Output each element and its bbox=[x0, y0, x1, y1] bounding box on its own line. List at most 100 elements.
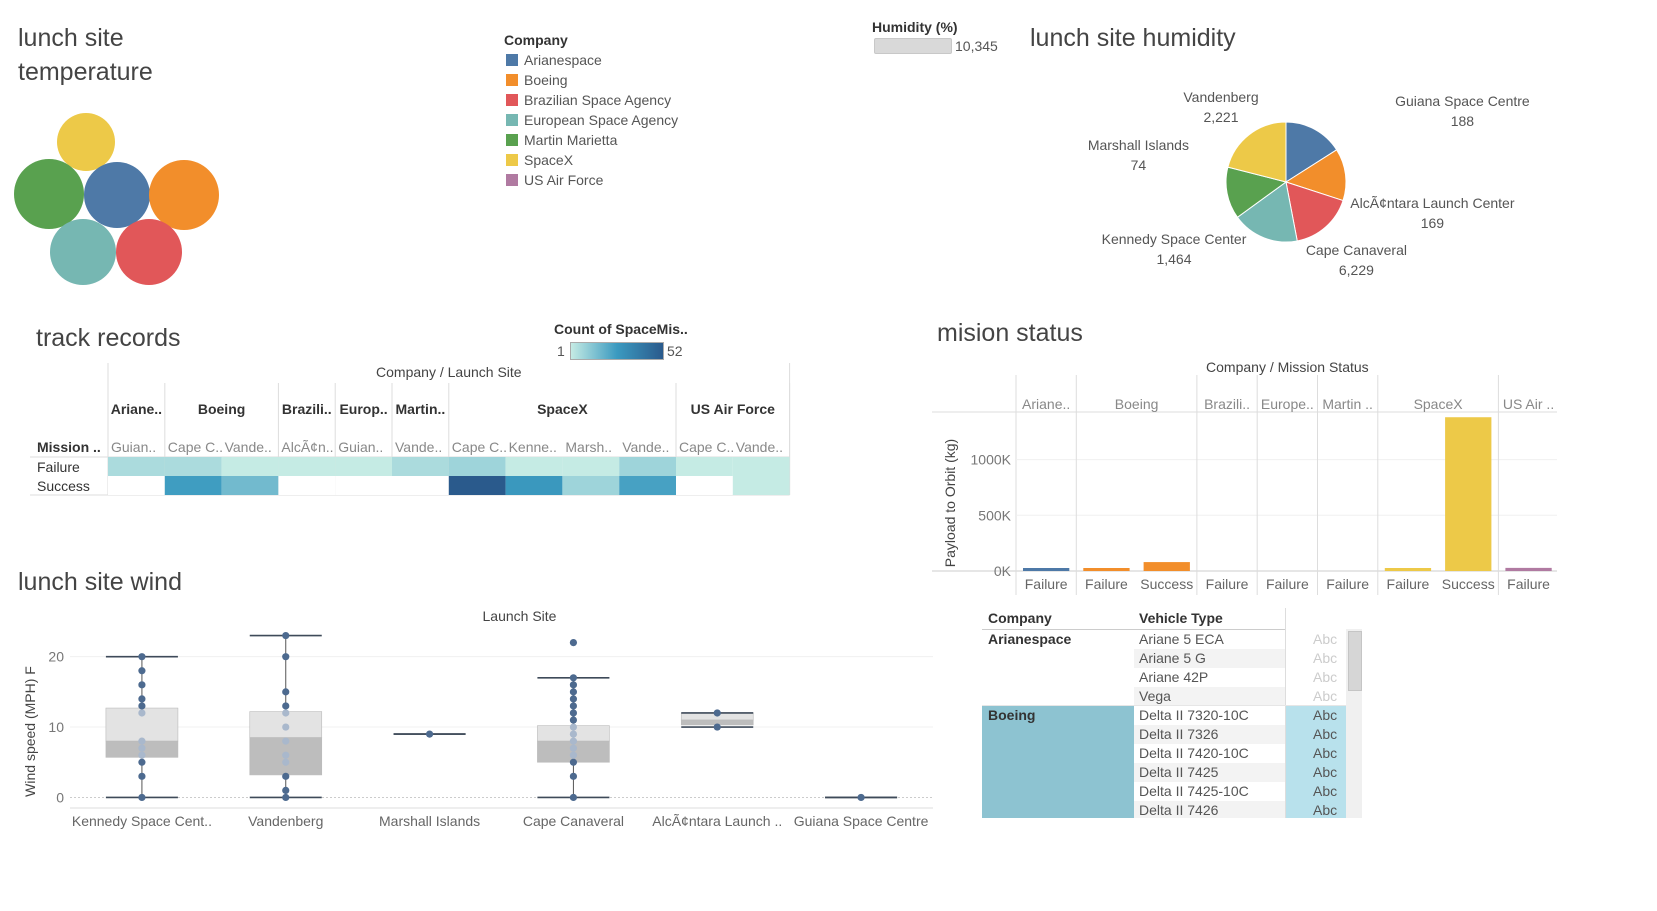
heat-cell[interactable] bbox=[221, 457, 279, 476]
table-vehicle[interactable]: Vega bbox=[1139, 688, 1171, 704]
box-site[interactable] bbox=[249, 631, 323, 802]
table-vehicle[interactable]: Delta II 7326 bbox=[1139, 726, 1219, 742]
bar[interactable] bbox=[1143, 562, 1190, 571]
heat-cell[interactable] bbox=[676, 457, 733, 476]
box-point[interactable] bbox=[282, 786, 290, 795]
table-vehicle[interactable]: Ariane 42P bbox=[1139, 669, 1209, 685]
box-point[interactable] bbox=[569, 744, 578, 752]
box-point[interactable] bbox=[569, 695, 578, 703]
box-point[interactable] bbox=[282, 709, 290, 717]
box-point[interactable] bbox=[138, 681, 146, 689]
pie-slice[interactable] bbox=[1225, 166, 1288, 218]
box-point[interactable] bbox=[569, 730, 578, 738]
box-point[interactable] bbox=[138, 653, 146, 661]
legend-item[interactable]: US Air Force bbox=[506, 172, 603, 188]
box-site[interactable] bbox=[825, 793, 898, 802]
box-point[interactable] bbox=[857, 793, 865, 802]
box-point[interactable] bbox=[138, 758, 146, 766]
temperature-bubble[interactable] bbox=[14, 159, 84, 229]
table-vehicle[interactable]: Delta II 7425-10C bbox=[1139, 783, 1249, 799]
box-point[interactable] bbox=[282, 772, 290, 780]
box-point[interactable] bbox=[282, 737, 290, 745]
box-point[interactable] bbox=[569, 772, 578, 780]
box-point[interactable] bbox=[282, 758, 290, 766]
box-point[interactable] bbox=[138, 695, 146, 703]
box-point[interactable] bbox=[425, 730, 434, 738]
box-point[interactable] bbox=[713, 709, 721, 717]
box-point[interactable] bbox=[282, 723, 290, 731]
box-point[interactable] bbox=[569, 737, 578, 745]
heat-cell[interactable] bbox=[164, 476, 222, 495]
box-site[interactable] bbox=[537, 638, 610, 802]
bar[interactable] bbox=[1445, 417, 1492, 571]
box-point[interactable] bbox=[138, 737, 146, 745]
box-point[interactable] bbox=[569, 793, 578, 802]
box-point[interactable] bbox=[282, 688, 290, 696]
heat-cell[interactable] bbox=[505, 457, 563, 476]
table-vehicle[interactable]: Ariane 5 ECA bbox=[1139, 631, 1224, 647]
heat-cell[interactable] bbox=[164, 457, 222, 476]
heat-cell[interactable] bbox=[619, 476, 676, 495]
temperature-bubble[interactable] bbox=[57, 113, 115, 171]
box-point[interactable] bbox=[569, 638, 578, 647]
box-point[interactable] bbox=[282, 751, 290, 759]
bar[interactable] bbox=[1023, 568, 1070, 571]
legend-item[interactable]: Boeing bbox=[506, 72, 568, 88]
box-point[interactable] bbox=[138, 709, 146, 717]
legend-item[interactable]: SpaceX bbox=[506, 152, 573, 168]
box-site[interactable] bbox=[393, 730, 466, 738]
table-vehicle[interactable]: Delta II 7320-10C bbox=[1139, 707, 1249, 723]
pie-slice[interactable] bbox=[1285, 181, 1344, 242]
box-point[interactable] bbox=[569, 681, 578, 689]
table-company[interactable]: Boeing bbox=[988, 707, 1036, 723]
heat-cell[interactable] bbox=[448, 476, 506, 495]
legend-item[interactable]: Martin Marietta bbox=[506, 132, 617, 148]
box-point[interactable] bbox=[569, 688, 578, 696]
box-point[interactable] bbox=[138, 772, 146, 780]
box-site[interactable] bbox=[105, 653, 179, 802]
temperature-bubble[interactable] bbox=[84, 162, 150, 228]
box-point[interactable] bbox=[282, 702, 290, 710]
heat-cell[interactable] bbox=[278, 476, 336, 495]
heat-cell[interactable] bbox=[335, 476, 392, 495]
pie-slice[interactable] bbox=[1285, 121, 1338, 183]
heat-cell[interactable] bbox=[562, 476, 620, 495]
heat-cell[interactable] bbox=[335, 457, 392, 476]
legend-item[interactable]: Brazilian Space Agency bbox=[506, 92, 671, 108]
box-point[interactable] bbox=[569, 716, 578, 724]
table-scrollbar-thumb[interactable] bbox=[1348, 631, 1362, 691]
box-point[interactable] bbox=[138, 793, 146, 802]
legend-item[interactable]: European Space Agency bbox=[506, 112, 678, 128]
box-point[interactable] bbox=[282, 793, 290, 802]
heat-cell[interactable] bbox=[278, 457, 336, 476]
box-point[interactable] bbox=[569, 674, 578, 682]
box-point[interactable] bbox=[569, 751, 578, 759]
table-vehicle[interactable]: Delta II 7420-10C bbox=[1139, 745, 1249, 761]
box-point[interactable] bbox=[569, 702, 578, 710]
legend-item[interactable]: Arianespace bbox=[506, 52, 602, 68]
heat-cell[interactable] bbox=[619, 457, 676, 476]
box-point[interactable] bbox=[282, 631, 290, 640]
pie-slice[interactable] bbox=[1284, 149, 1347, 202]
box-point[interactable] bbox=[713, 723, 721, 731]
table-vehicle[interactable]: Delta II 7425 bbox=[1139, 764, 1219, 780]
heat-cell[interactable] bbox=[392, 476, 449, 495]
heat-cell[interactable] bbox=[732, 476, 790, 495]
box-point[interactable] bbox=[138, 751, 146, 759]
table-vehicle[interactable]: Delta II 7426 bbox=[1139, 802, 1219, 818]
bar[interactable] bbox=[1384, 568, 1432, 571]
heat-cell[interactable] bbox=[448, 457, 506, 476]
bar[interactable] bbox=[1083, 568, 1130, 571]
box-point[interactable] bbox=[569, 758, 578, 766]
heat-cell[interactable] bbox=[392, 457, 449, 476]
bar[interactable] bbox=[1505, 567, 1552, 571]
box-site[interactable] bbox=[680, 709, 754, 731]
temperature-bubble[interactable] bbox=[50, 219, 116, 285]
heat-cell[interactable] bbox=[732, 457, 790, 476]
box-point[interactable] bbox=[569, 709, 578, 717]
box-point[interactable] bbox=[569, 723, 578, 731]
box-point[interactable] bbox=[282, 653, 290, 661]
box-point[interactable] bbox=[138, 744, 146, 752]
heat-cell[interactable] bbox=[562, 457, 620, 476]
box-point[interactable] bbox=[138, 667, 146, 675]
